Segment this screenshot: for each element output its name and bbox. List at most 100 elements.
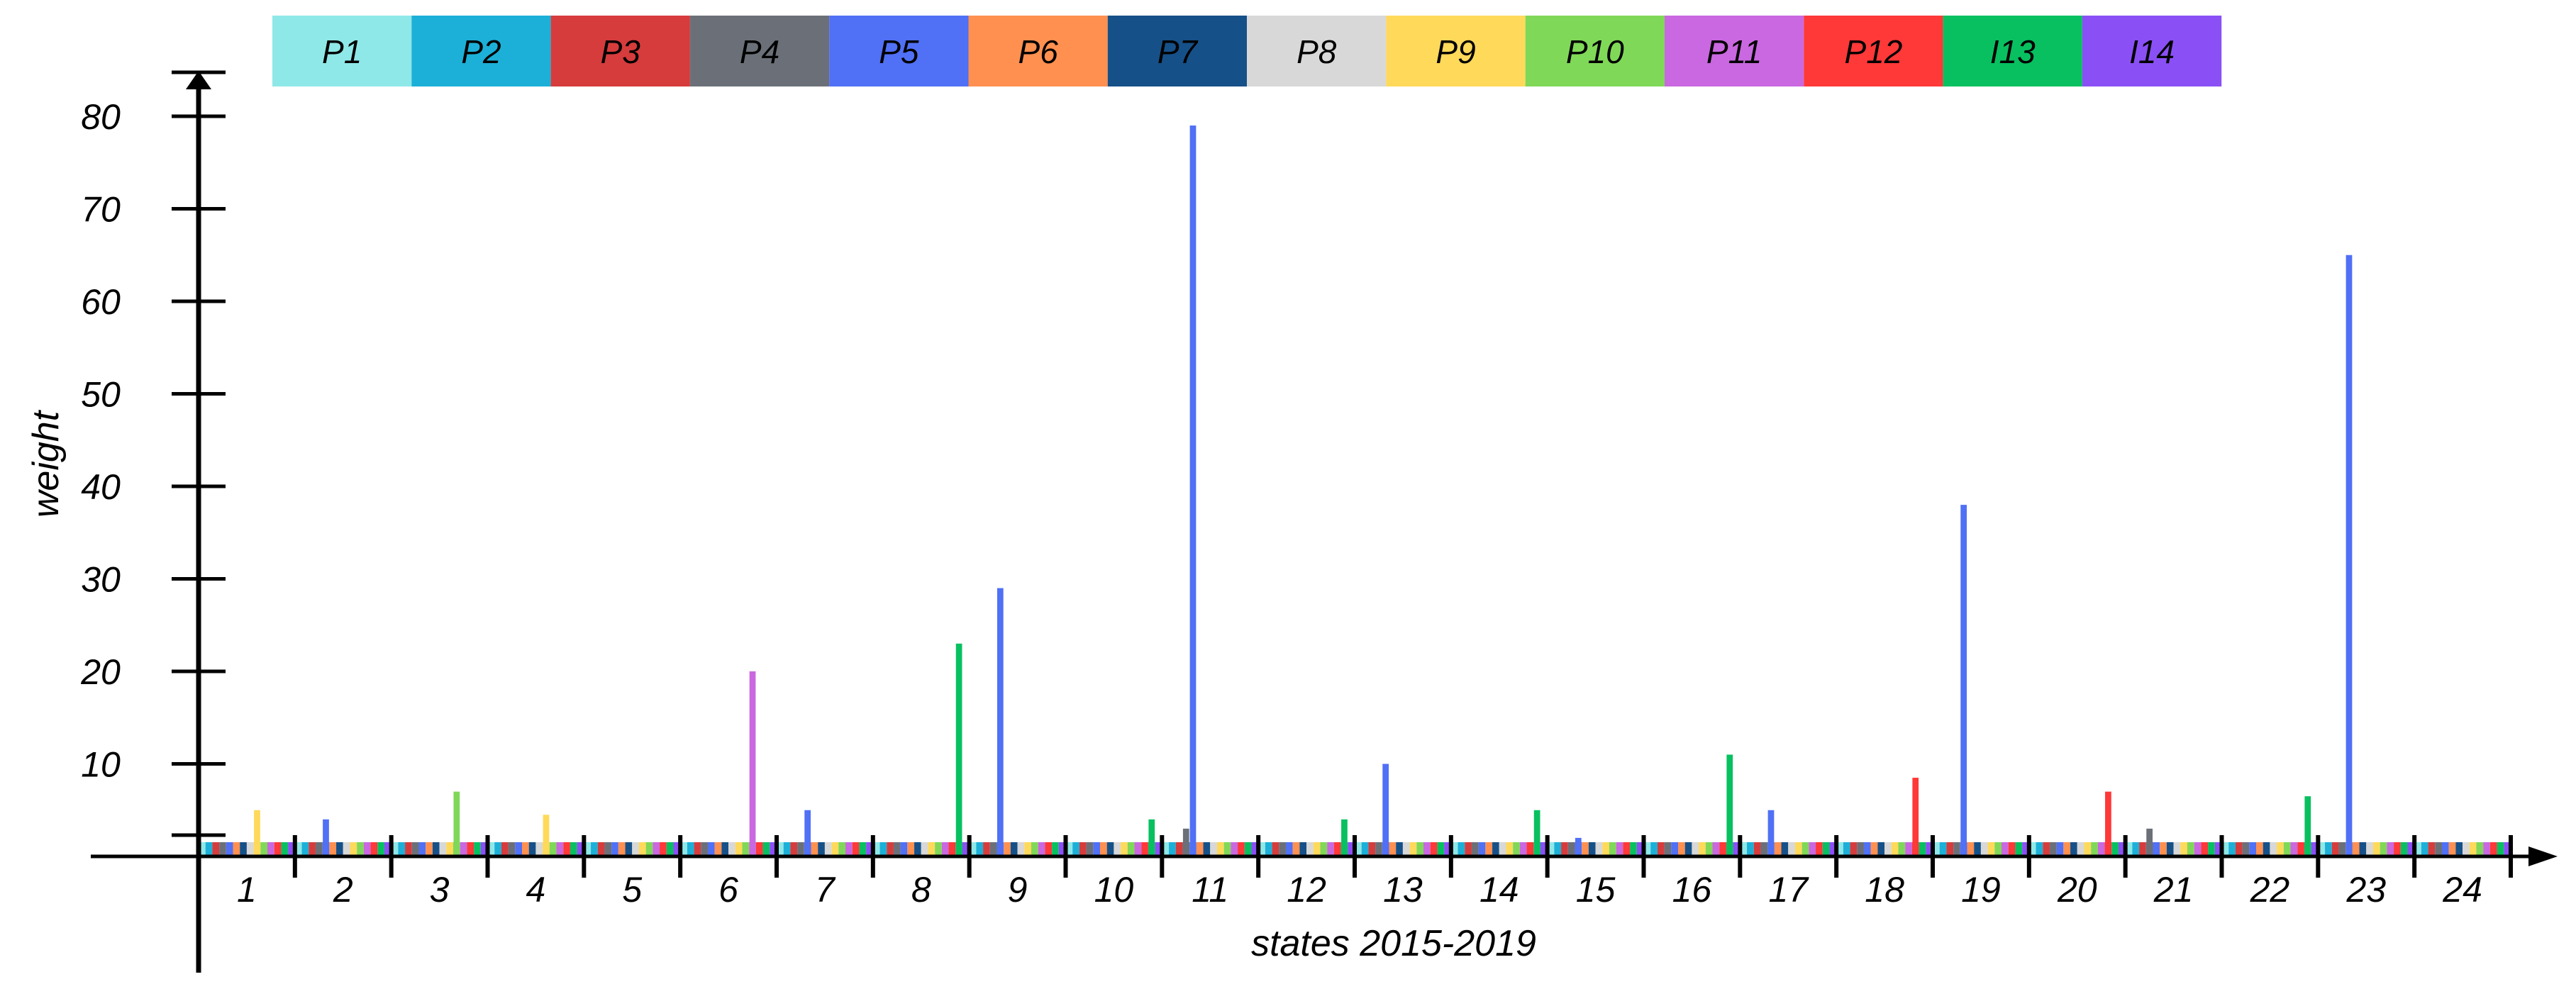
- baseline-sliver: [1664, 842, 1672, 855]
- baseline-sliver: [1093, 842, 1101, 855]
- baseline-sliver: [1058, 842, 1066, 855]
- baseline-sliver: [1939, 842, 1947, 855]
- baseline-sliver: [735, 842, 743, 855]
- legend-label-p5: P5: [879, 33, 919, 70]
- baseline-sliver: [2118, 842, 2126, 855]
- baseline-sliver: [2242, 842, 2250, 855]
- baseline-sliver: [714, 842, 722, 855]
- bar-p5-state-9: [996, 588, 1004, 856]
- bar-p8-state-5: [632, 842, 639, 856]
- x-axis-title: states 2015-2019: [1251, 923, 1536, 964]
- baseline-sliver: [2352, 842, 2360, 855]
- baseline-sliver: [818, 842, 825, 855]
- legend: P1 P2 P3 P4 P5 P6 P7 P8 P9 P10 P11 P12 I13 I14: [272, 16, 2222, 86]
- legend-label-p1: P1: [322, 33, 362, 70]
- baseline-sliver: [1692, 842, 1699, 855]
- baseline-sliver: [2338, 842, 2346, 855]
- baseline-sliver: [811, 842, 818, 855]
- baseline-sliver: [666, 842, 674, 855]
- baseline-sliver: [1561, 842, 1568, 855]
- legend-label-p10: P10: [1566, 33, 1624, 70]
- baseline-sliver: [2394, 842, 2401, 855]
- x-tick-label: 17: [1768, 870, 1809, 910]
- baseline-sliver: [887, 842, 894, 855]
- baseline-sliver: [1024, 842, 1031, 855]
- y-axis-ticks: 10 20 30 40 50 60 70 80: [80, 70, 226, 837]
- x-tick-label: 6: [718, 870, 738, 910]
- baseline-sliver: [1127, 842, 1135, 855]
- baseline-sliver: [1465, 842, 1472, 855]
- baseline-sliver: [1196, 842, 1204, 855]
- bar-i13-state-16: [1726, 754, 1733, 856]
- baseline-sliver: [2139, 842, 2146, 855]
- baseline-sliver: [1884, 842, 1892, 855]
- baseline-sliver: [1774, 842, 1782, 855]
- baseline-sliver: [2318, 842, 2326, 855]
- baseline-sliver: [1582, 842, 1589, 855]
- baseline-sliver: [591, 842, 598, 855]
- x-tick-label: 3: [430, 870, 450, 910]
- baseline-sliver: [2476, 842, 2484, 855]
- baseline-sliver: [2036, 842, 2043, 855]
- baseline-sliver: [1898, 842, 1906, 855]
- baseline-sliver: [2483, 842, 2490, 855]
- baseline-sliver: [1072, 842, 1079, 855]
- baseline-sliver: [1801, 842, 1809, 855]
- baseline-sliver: [2208, 842, 2215, 855]
- baseline-sliver: [2441, 842, 2449, 855]
- baseline-sliver: [1753, 842, 1761, 855]
- baseline-sliver: [2091, 842, 2098, 855]
- baseline-sliver: [1389, 842, 1397, 855]
- x-tick-label: 1: [237, 870, 257, 910]
- baseline-sliver: [1526, 842, 1534, 855]
- baseline-sliver: [315, 842, 323, 855]
- baseline-sliver: [1279, 842, 1286, 855]
- baseline-sliver: [2056, 842, 2064, 855]
- baseline-sliver: [2448, 842, 2456, 855]
- baseline-sliver: [2407, 842, 2415, 855]
- x-tick-label: 16: [1672, 870, 1712, 910]
- baseline-sliver: [1169, 842, 1176, 855]
- baseline-sliver: [1705, 842, 1713, 855]
- baseline-sliver: [384, 842, 392, 855]
- baseline-sliver: [1285, 842, 1293, 855]
- baseline-sliver: [2214, 842, 2222, 855]
- baseline-sliver: [1980, 842, 1988, 855]
- legend-label-p9: P9: [1436, 33, 1475, 70]
- baseline-sliver: [377, 842, 384, 855]
- y-tick-label: 60: [81, 282, 121, 322]
- baseline-sliver: [1485, 842, 1493, 855]
- x-tick-label: 24: [2442, 870, 2482, 910]
- baseline-sliver: [845, 842, 853, 855]
- baseline-sliver: [480, 842, 488, 855]
- baseline-sliver: [2469, 842, 2477, 855]
- baseline-sliver: [570, 842, 577, 855]
- baseline-sliver: [1223, 842, 1231, 855]
- baseline-sliver: [281, 842, 289, 855]
- baseline-sliver: [1877, 842, 1885, 855]
- baseline-sliver: [2166, 842, 2174, 855]
- baseline-sliver: [2153, 842, 2160, 855]
- baseline-sliver: [1905, 842, 1912, 855]
- baseline-sliver: [2380, 842, 2387, 855]
- baseline-sliver: [653, 842, 660, 855]
- baseline-sliver: [1567, 842, 1575, 855]
- baseline-sliver: [233, 842, 240, 855]
- baseline-sliver: [1409, 842, 1417, 855]
- baseline-sliver: [528, 842, 536, 855]
- baseline-sliver: [2008, 842, 2016, 855]
- baseline-sliver: [1699, 842, 1706, 855]
- bar-p5-state-19: [1960, 505, 1967, 856]
- baseline-sliver: [549, 842, 557, 855]
- baseline-sliver: [859, 842, 867, 855]
- baseline-sliver: [1175, 842, 1183, 855]
- baseline-sliver: [2194, 842, 2202, 855]
- baseline-sliver: [1609, 842, 1616, 855]
- bar-p11-state-6: [749, 671, 756, 856]
- baseline-sliver: [446, 842, 453, 855]
- baseline-sliver: [866, 842, 873, 855]
- baseline-sliver: [1588, 842, 1596, 855]
- baseline-sliver: [1630, 842, 1637, 855]
- baseline-sliver: [1492, 842, 1499, 855]
- baseline-sliver: [1010, 842, 1018, 855]
